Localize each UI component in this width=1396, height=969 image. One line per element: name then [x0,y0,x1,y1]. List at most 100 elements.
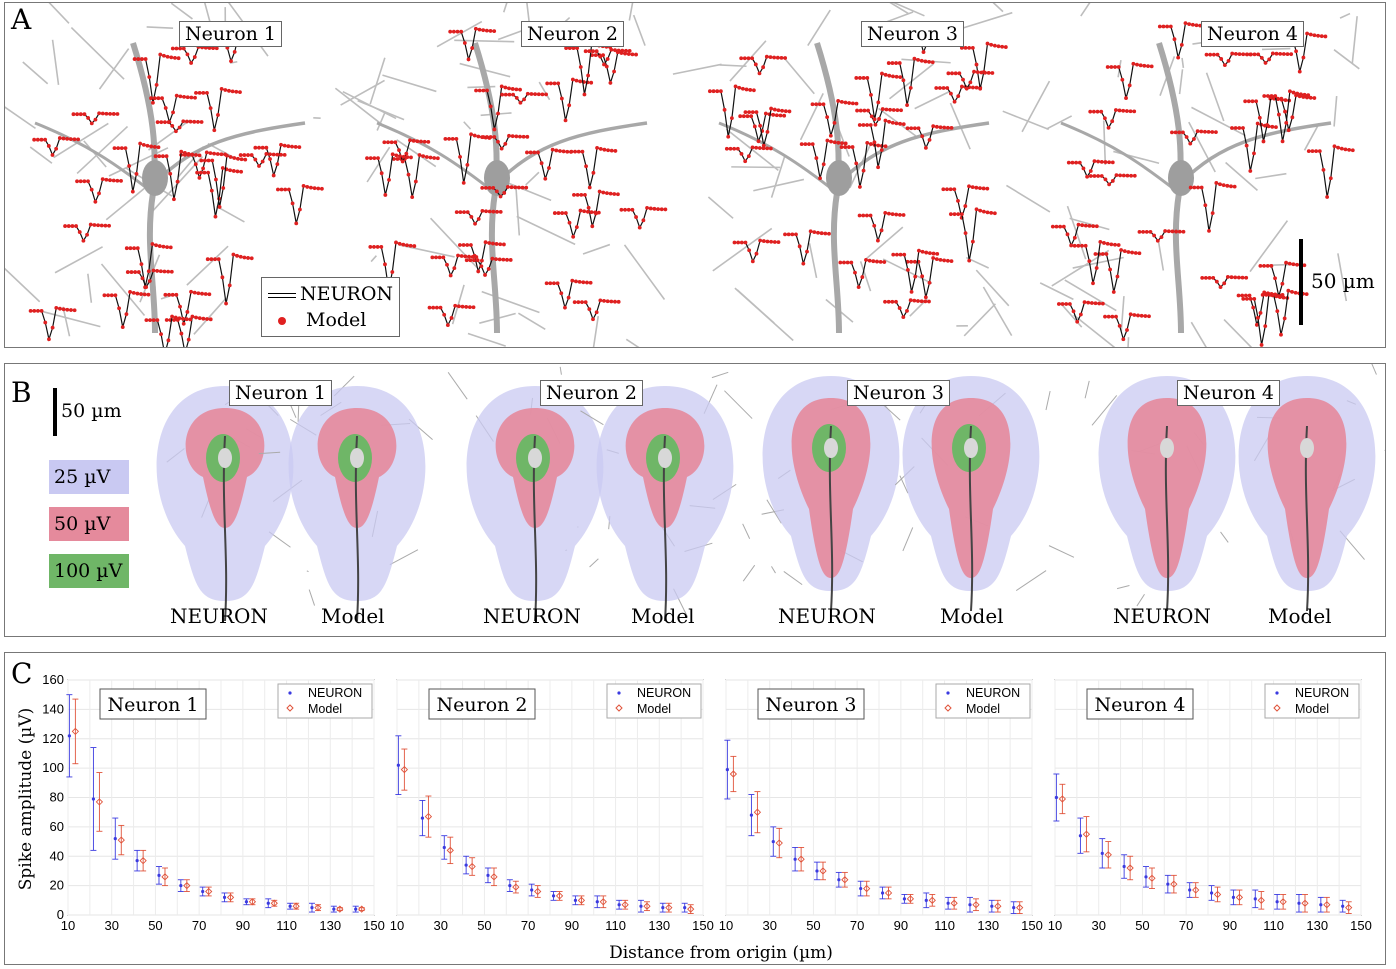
model-waveform-point [1106,125,1111,130]
model-waveform-point [167,292,171,297]
model-waveform-point [606,148,610,153]
model-waveform-point [112,146,117,151]
dendrite-branch [382,74,437,93]
model-waveform-point [174,46,179,51]
model-waveform-point [985,41,990,46]
model-waveform-point [898,252,903,257]
model-waveform-point [474,88,478,93]
model-waveform-point [106,293,110,298]
model-waveform-point [437,255,442,260]
model-waveform-point [866,108,870,113]
model-waveform-point [1339,146,1344,151]
model-waveform-point [286,144,291,149]
model-waveform-point [609,148,614,153]
model-waveform-point [735,146,740,151]
model-waveform-point [1214,130,1218,135]
dendrite-branch [1303,122,1320,151]
model-waveform-point [453,303,458,308]
x-tick-label: 10 [1048,918,1062,933]
model-waveform-point [992,211,997,216]
legend-model-label: Model [306,309,367,331]
model-waveform-point [573,149,577,154]
dendrite-branch [48,3,70,24]
model-waveform-point [514,96,519,100]
model-waveform-point [1323,34,1328,39]
model-waveform-point [496,139,500,144]
model-waveform-point [1103,160,1108,164]
model-data-point [1148,874,1156,882]
neuron-data-point [67,734,71,738]
model-waveform-point [205,257,210,262]
model-waveform-point [465,162,470,167]
model-waveform-point [567,46,572,50]
neuron-data-point [902,897,907,901]
dendrite-branch [736,289,775,324]
model-waveform-point [1237,126,1242,130]
dendrite-branch [589,558,599,568]
model-waveform-point [441,255,446,260]
model-waveform-point [560,211,565,215]
model-data-point [400,765,409,774]
model-waveform-point [149,144,154,149]
dendrite-branch [1002,110,1050,131]
model-waveform-point [497,257,502,262]
model-waveform-point [572,300,577,305]
model-waveform-point [1096,159,1101,164]
soma [826,160,852,196]
model-waveform-point [894,121,899,126]
model-waveform-point [923,299,928,304]
neuron-data-point [617,903,621,907]
model-waveform-point [1102,116,1107,121]
model-waveform-point [1252,151,1256,156]
neuron-data-point [924,898,928,902]
model-waveform-point [1252,52,1257,57]
model-waveform-point [175,179,180,184]
model-waveform-point [464,258,469,263]
model-waveform-point [463,254,468,259]
model-waveform-point [1244,275,1249,280]
model-data-point [665,904,673,912]
model-waveform-point [151,268,156,273]
model-waveform-point [521,134,526,139]
model-data-point [729,770,738,778]
model-waveform-point [1089,301,1094,305]
model-waveform-point [888,107,892,112]
model-waveform-point [156,145,161,150]
model-waveform-point [520,185,525,190]
neuron-data-point [573,898,578,902]
model-waveform-point [1125,173,1130,178]
neuron-waveform [950,208,995,261]
model-waveform-point [1271,292,1276,297]
model-waveform-point [1247,293,1252,298]
model-waveform-point [1347,147,1352,152]
model-waveform-point [1276,97,1281,102]
model-waveform-point [1122,249,1127,254]
dendrite-branch [1091,395,1118,426]
model-waveform-point [491,185,496,190]
model-waveform-point [978,186,982,191]
neuron-data-point [354,907,358,911]
model-waveform-point [1129,173,1134,178]
model-waveform-point [449,316,454,320]
model-waveform-point [945,187,949,192]
model-waveform-point [935,251,940,256]
model-data-point [248,898,257,906]
neuron-waveform [1107,62,1152,99]
model-waveform-point [197,316,202,321]
neuron-waveform [1159,22,1204,58]
legend-model-marker [944,704,952,712]
model-waveform-point [197,175,202,180]
model-waveform-point [1181,130,1185,135]
model-waveform-point [382,140,387,145]
model-waveform-point [743,110,748,115]
legend-neuron-marker [946,691,950,695]
model-waveform-point [952,212,957,217]
model-waveform-point [602,147,607,152]
model-waveform-point [379,171,384,176]
model-waveform-point [257,164,261,168]
model-waveform-point [189,61,194,65]
model-waveform-point [555,281,560,286]
model-waveform-point [1281,295,1286,300]
legend-neuron-label: NEURON [1295,686,1349,700]
